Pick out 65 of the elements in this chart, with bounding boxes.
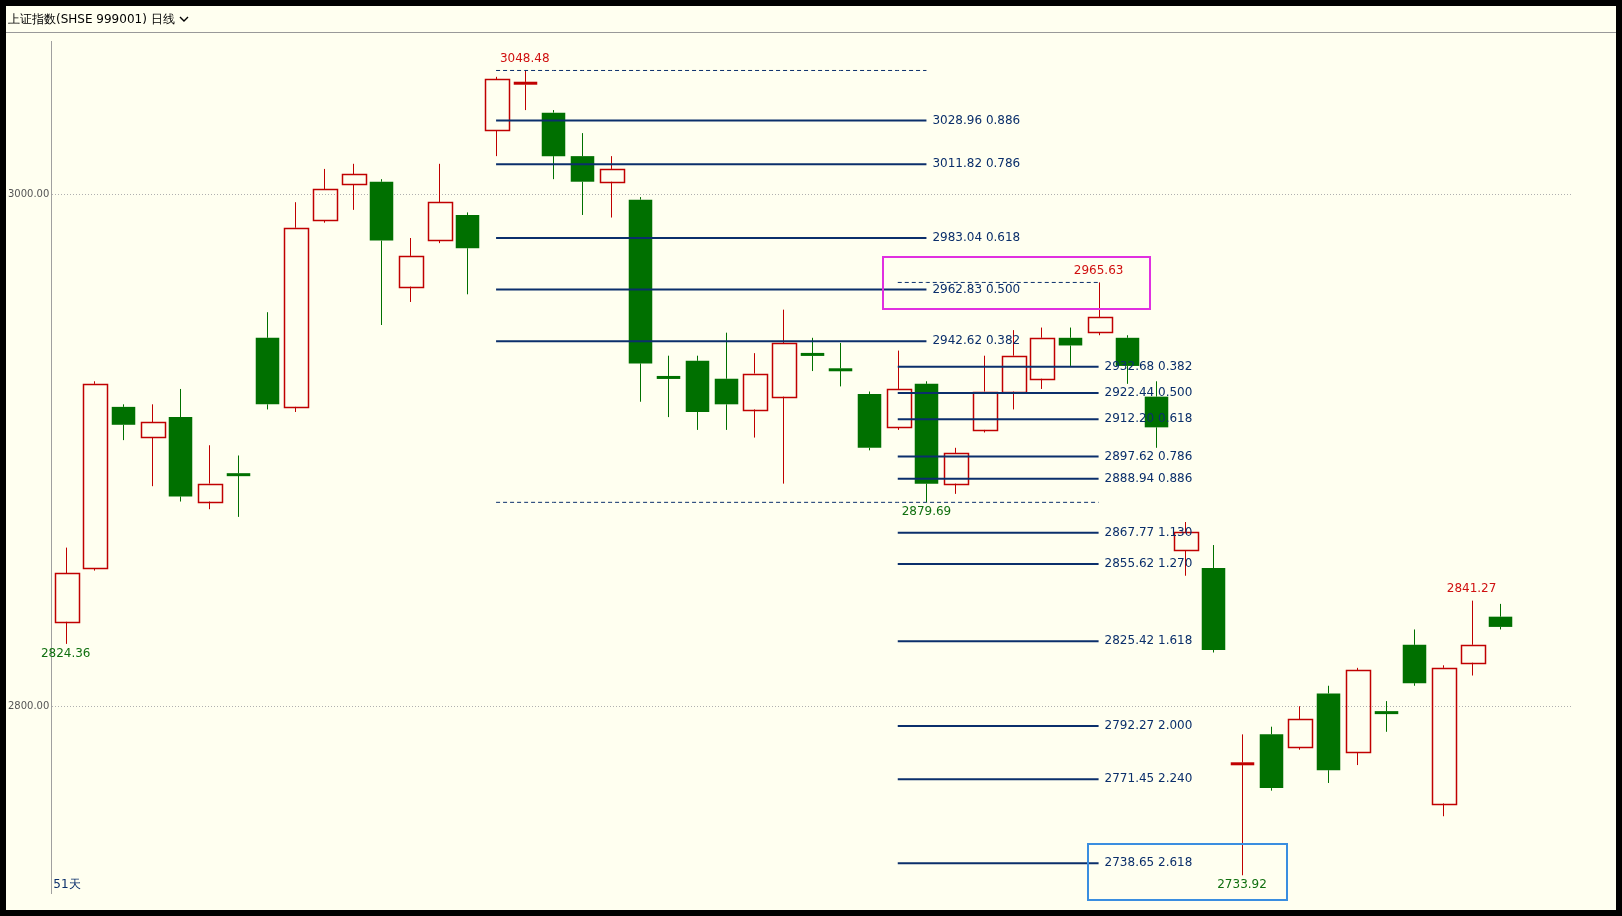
annotation: 2841.27 bbox=[1446, 580, 1497, 595]
candlestick bbox=[82, 380, 109, 572]
candlestick bbox=[628, 196, 653, 403]
candlestick bbox=[1316, 685, 1341, 784]
series-label: 2771.45 2.240 bbox=[1104, 771, 1193, 786]
y-tick-label: 2800.00 bbox=[7, 699, 50, 711]
candlestick bbox=[1431, 664, 1458, 817]
candlestick bbox=[140, 403, 167, 487]
candlestick bbox=[54, 547, 81, 645]
annotation: 2733.92 bbox=[1217, 877, 1267, 892]
annotation: 51天 bbox=[53, 877, 81, 892]
series-label: 2983.04 0.618 bbox=[932, 230, 1021, 245]
series-label: 2825.42 1.618 bbox=[1104, 633, 1193, 648]
candlestick bbox=[398, 237, 425, 303]
candlestick bbox=[111, 403, 136, 441]
annotation: 2879.69 bbox=[901, 504, 952, 519]
candlestick bbox=[685, 355, 710, 431]
annotation: 2824.36 bbox=[40, 646, 91, 661]
candlestick bbox=[197, 444, 224, 510]
candlestick bbox=[341, 163, 368, 211]
candlestick bbox=[455, 211, 480, 295]
candlestick bbox=[570, 132, 595, 216]
candlestick bbox=[886, 350, 913, 431]
candlestick bbox=[369, 178, 394, 326]
candlestick bbox=[226, 454, 251, 518]
candlestick bbox=[541, 109, 566, 180]
candlestick bbox=[484, 76, 511, 157]
chart-title: 上证指数(SHSE 999001) 日线 bbox=[8, 10, 175, 28]
candlestick bbox=[312, 168, 339, 224]
series-label: 2738.65 2.618 bbox=[1104, 855, 1193, 870]
candlestick bbox=[828, 342, 853, 387]
series-label: 2922.44 0.500 bbox=[1104, 385, 1193, 400]
series-label: 2888.94 0.886 bbox=[1104, 470, 1193, 485]
series-label: 3028.96 0.886 bbox=[932, 112, 1021, 127]
candlestick bbox=[283, 201, 310, 413]
candlestick bbox=[513, 69, 538, 111]
candlestick bbox=[1374, 700, 1399, 733]
candlestick bbox=[1287, 705, 1314, 751]
series-label: 2962.83 0.500 bbox=[932, 281, 1021, 296]
series-label: 3011.82 0.786 bbox=[932, 156, 1021, 171]
candlestick bbox=[714, 332, 739, 431]
candlestick bbox=[255, 311, 280, 410]
candlestick bbox=[427, 163, 454, 244]
candlestick bbox=[914, 380, 939, 503]
candlestick bbox=[599, 155, 626, 219]
candlestick bbox=[1345, 667, 1372, 766]
candlestick bbox=[1402, 628, 1427, 687]
y-tick-label: 3000.00 bbox=[7, 188, 50, 200]
candlestick bbox=[1488, 603, 1513, 630]
candlestick bbox=[742, 352, 769, 439]
candlestick bbox=[800, 337, 825, 372]
candlestick bbox=[1087, 281, 1114, 336]
candlestick bbox=[1201, 544, 1226, 653]
series-label: 2792.27 2.000 bbox=[1104, 718, 1193, 733]
candlestick bbox=[943, 447, 970, 495]
annotation: 2965.63 bbox=[1073, 262, 1124, 277]
candlestick bbox=[168, 388, 193, 503]
candlestick bbox=[1460, 600, 1487, 677]
candlestick bbox=[771, 309, 798, 485]
candlestick bbox=[1230, 733, 1255, 876]
candlestick bbox=[656, 355, 681, 418]
candlestick bbox=[1259, 726, 1284, 792]
annotation: 3048.48 bbox=[499, 50, 550, 65]
series-label: 2897.62 0.786 bbox=[1104, 448, 1193, 463]
candlestick bbox=[1029, 327, 1056, 390]
